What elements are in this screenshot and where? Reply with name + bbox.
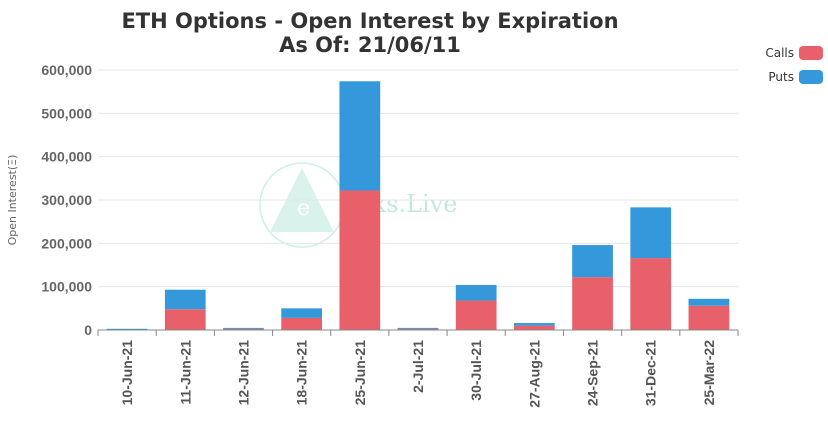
bar-puts-18-Jun-21: [281, 308, 322, 318]
bar-calls-12-Jun-21: [223, 328, 264, 330]
y-axis-ticks: 0 100,000 200,000 300,000 400,000 500,000 600,…: [41, 62, 92, 338]
y-tick-label: 300,000: [41, 192, 92, 208]
x-tick-label: 25-Jun-21: [352, 340, 368, 406]
bar-puts-31-Dec-21: [630, 207, 672, 259]
x-tick-label: 25-Mar-22: [701, 340, 717, 406]
x-tick-label: 12-Jun-21: [235, 340, 251, 406]
legend-label-puts: Puts: [768, 70, 794, 84]
bar-calls-11-Jun-21: [164, 309, 206, 330]
legend-swatch-puts: [799, 70, 823, 84]
bar-calls-2-Jul-21: [397, 328, 439, 330]
x-tick-label: 18-Jun-21: [294, 340, 310, 406]
bar-calls-27-Aug-21: [514, 325, 555, 330]
y-axis-label: Open Interest(Ξ): [6, 155, 19, 246]
bar-calls-25-Jun-21: [339, 190, 381, 330]
legend-swatch-calls: [799, 46, 823, 60]
legend-label-calls: Calls: [765, 46, 794, 60]
bar-puts-2-Jul-21: [397, 327, 439, 329]
x-tick-label: 10-Jun-21: [119, 340, 135, 406]
watermark-logo-letter: e: [297, 196, 310, 221]
y-tick-label: 500,000: [41, 105, 92, 121]
x-tick-label: 24-Sep-21: [585, 340, 601, 406]
x-tick-label: 31-Dec-21: [643, 340, 659, 406]
x-tick-label: 11-Jun-21: [177, 340, 193, 405]
bar-calls-25-Mar-22: [688, 305, 730, 330]
bar-calls-18-Jun-21: [281, 317, 322, 330]
chart-title: ETH Options - Open Interest by Expiratio…: [121, 9, 618, 33]
y-tick-label: 0: [84, 322, 92, 338]
bar-puts-10-Jun-21: [106, 328, 148, 330]
bar-calls-30-Jul-21: [455, 300, 497, 330]
bars: [106, 81, 730, 330]
x-tick-label: 30-Jul-21: [468, 340, 484, 401]
x-tick-label: 2-Jul-21: [410, 340, 426, 393]
bar-calls-31-Dec-21: [630, 258, 672, 330]
bar-puts-25-Mar-22: [688, 298, 730, 306]
y-tick-label: 200,000: [41, 235, 92, 251]
y-tick-label: 100,000: [41, 279, 92, 295]
bar-puts-12-Jun-21: [223, 327, 264, 329]
bar-calls-24-Sep-21: [572, 277, 613, 330]
chart-subtitle: As Of: 21/06/11: [279, 33, 461, 57]
legend[interactable]: Calls Puts: [765, 46, 823, 84]
x-tick-label: 27-Aug-21: [526, 340, 542, 408]
y-tick-label: 400,000: [41, 149, 92, 165]
bar-puts-25-Jun-21: [339, 81, 381, 191]
bar-puts-11-Jun-21: [164, 289, 206, 310]
x-axis: 10-Jun-21 11-Jun-21 12-Jun-21 18-Jun-21 25-J…: [97, 329, 739, 408]
bar-puts-27-Aug-21: [514, 323, 555, 326]
bar-puts-24-Sep-21: [572, 245, 613, 278]
y-tick-label: 600,000: [41, 62, 92, 78]
bar-puts-30-Jul-21: [455, 284, 497, 301]
